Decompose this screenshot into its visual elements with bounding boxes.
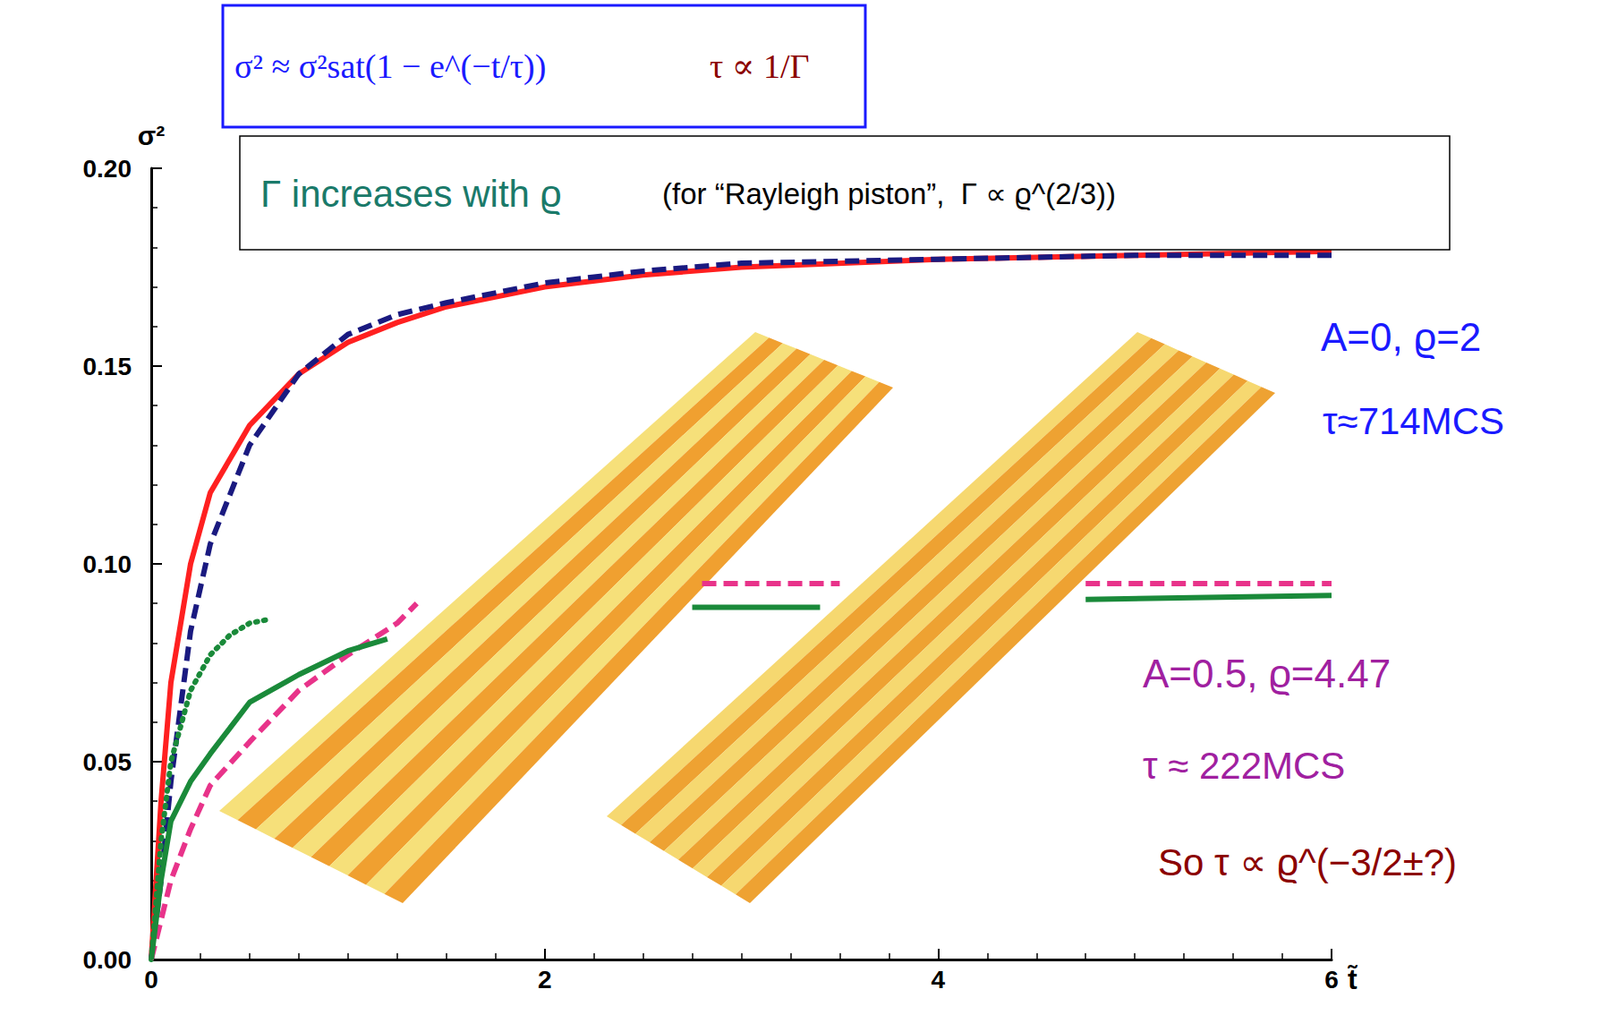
svg-text:0.10: 0.10: [83, 550, 133, 579]
svg-text:t̃: t̃: [1346, 962, 1358, 996]
svg-text:(for “Rayleigh piston”, Γ ∝ ϱ: (for “Rayleigh piston”, Γ ∝ ϱ^(2/3)): [662, 177, 1116, 211]
svg-text:0.20: 0.20: [83, 154, 133, 183]
svg-text:4: 4: [931, 965, 946, 994]
svg-text:τ ≈ 222MCS: τ ≈ 222MCS: [1142, 744, 1345, 787]
svg-text:So τ ∝ ϱ^(−3/2±?): So τ ∝ ϱ^(−3/2±?): [1157, 841, 1457, 884]
svg-text:τ≈714MCS: τ≈714MCS: [1322, 400, 1505, 443]
svg-text:0.05: 0.05: [83, 748, 133, 776]
svg-text:A=0, ϱ=2: A=0, ϱ=2: [1320, 314, 1481, 359]
svg-text:6: 6: [1324, 965, 1339, 994]
svg-text:σ² ≈ σ²sat(1 − e^(−t/τ)): σ² ≈ σ²sat(1 − e^(−t/τ)): [234, 47, 546, 86]
svg-text:τ ∝ 1/Γ: τ ∝ 1/Γ: [709, 47, 810, 86]
svg-text:0.00: 0.00: [83, 945, 133, 974]
svg-text:2: 2: [537, 965, 553, 994]
svg-text:σ²: σ²: [137, 120, 166, 151]
svg-text:0.15: 0.15: [83, 352, 133, 381]
svg-text:Γ increases with ϱ: Γ increases with ϱ: [260, 172, 562, 215]
svg-text:A=0.5, ϱ=4.47: A=0.5, ϱ=4.47: [1142, 651, 1391, 696]
svg-text:0: 0: [144, 965, 159, 994]
